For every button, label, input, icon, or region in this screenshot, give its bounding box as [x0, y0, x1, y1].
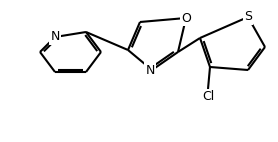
- Text: N: N: [50, 31, 60, 43]
- Text: N: N: [145, 63, 155, 77]
- Text: Cl: Cl: [202, 90, 214, 104]
- Text: O: O: [181, 12, 191, 25]
- Text: S: S: [244, 11, 252, 23]
